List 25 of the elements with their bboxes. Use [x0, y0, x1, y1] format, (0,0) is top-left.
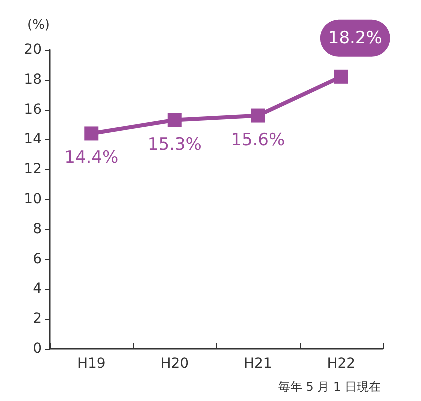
- data-label: 15.6%: [231, 130, 286, 150]
- y-tick-label: 0: [33, 341, 42, 357]
- y-tick-label: 16: [24, 102, 42, 118]
- y-tick-label: 14: [24, 132, 42, 148]
- y-tick-label: 6: [33, 251, 42, 268]
- y-tick-label: 20: [24, 42, 42, 58]
- x-tick-label: H19: [77, 356, 106, 372]
- text: 毎年 5 月 1 日現在: [278, 380, 382, 394]
- point: [251, 108, 266, 123]
- y-tick-label: 18: [24, 72, 42, 88]
- y-tick-label: 12: [24, 162, 42, 178]
- y-tick-label: 10: [24, 192, 42, 208]
- data-label: 15.3%: [148, 134, 202, 155]
- x-tick-label: H21: [244, 356, 272, 372]
- data-label: 18.2%: [328, 28, 382, 48]
- x-tick-label: H22: [327, 356, 356, 372]
- point: [84, 126, 99, 141]
- point: [168, 113, 182, 128]
- y-tick-label: 4: [33, 281, 42, 298]
- point: [334, 70, 348, 84]
- y-axis-title: (%): [28, 18, 50, 33]
- data-label: 14.4%: [64, 148, 119, 168]
- y-tick-label: 2: [33, 311, 42, 328]
- y-tick-label: 8: [33, 221, 42, 238]
- x-tick-label: H20: [160, 356, 190, 372]
